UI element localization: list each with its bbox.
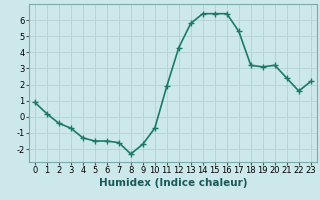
X-axis label: Humidex (Indice chaleur): Humidex (Indice chaleur) — [99, 178, 247, 188]
